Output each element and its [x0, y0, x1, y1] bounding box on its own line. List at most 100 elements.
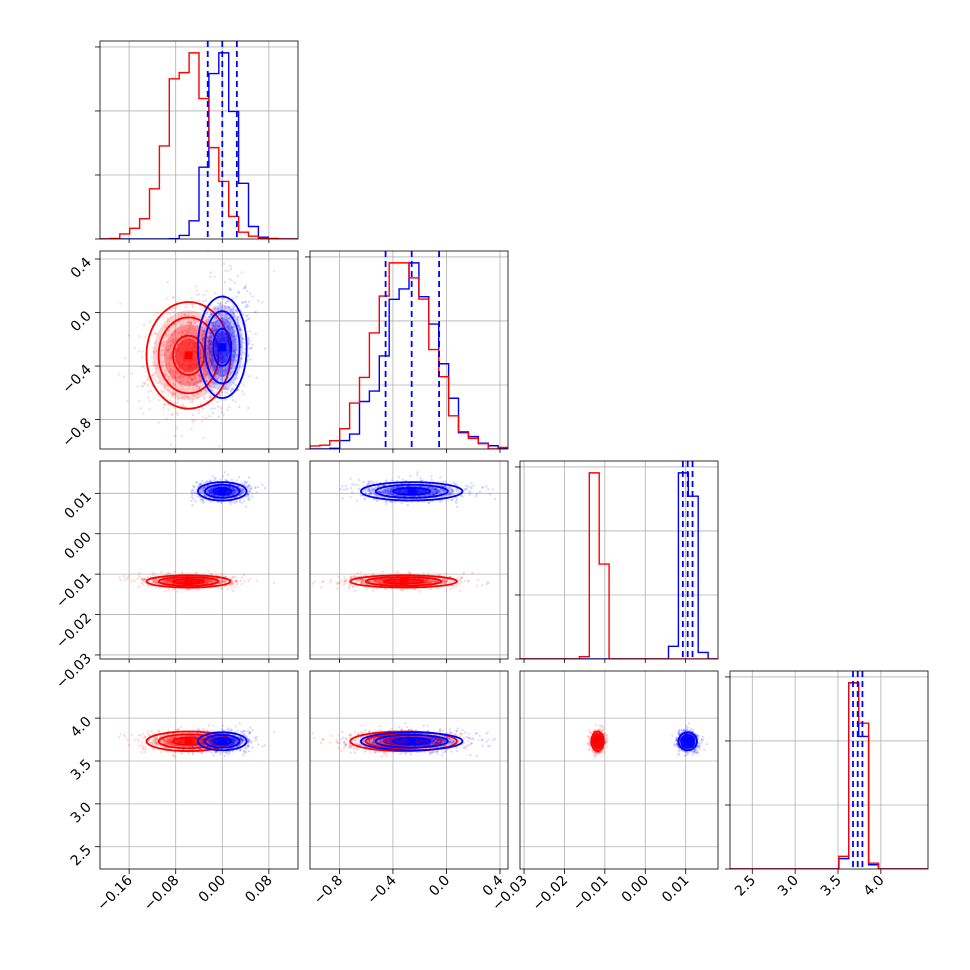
scatter-point: [183, 328, 187, 332]
scatter-point: [168, 380, 172, 383]
scatter-point: [232, 370, 235, 373]
scatter-point: [390, 488, 393, 491]
scatter-point: [380, 495, 383, 498]
scatter-point: [196, 331, 199, 334]
scatter-point: [206, 579, 209, 583]
scatter-point: [169, 399, 172, 402]
scatter-point: [203, 581, 207, 585]
scatter-point: [199, 491, 202, 495]
scatter-point: [157, 399, 161, 402]
scatter-point: [406, 503, 410, 507]
scatter-point: [195, 382, 198, 385]
scatter-point: [197, 412, 200, 415]
scatter-point: [223, 373, 226, 377]
scatter-point: [228, 322, 231, 325]
scatter-point: [207, 334, 210, 337]
scatter-point: [248, 490, 251, 493]
scatter-point: [241, 491, 244, 494]
scatter-point: [426, 578, 429, 582]
scatter-point: [218, 494, 221, 498]
scatter-point: [188, 321, 192, 324]
scatter-point: [171, 394, 174, 397]
scatter-point: [426, 581, 429, 584]
scatter-point: [240, 491, 244, 494]
scatter-point: [166, 580, 169, 583]
scatter-point: [430, 487, 433, 490]
scatter-point: [152, 580, 156, 583]
scatter-point: [207, 347, 210, 350]
scatter-point: [440, 499, 444, 503]
scatter-point: [190, 427, 193, 430]
scatter-point: [199, 483, 202, 486]
scatter-point: [204, 579, 208, 582]
scatter-point: [169, 579, 172, 583]
scatter-point: [433, 487, 436, 491]
scatter-point: [140, 385, 144, 388]
scatter-point: [118, 576, 121, 579]
scatter-point: [192, 383, 195, 386]
scatter-point: [224, 580, 228, 583]
scatter-point: [251, 495, 254, 498]
scatter-point: [172, 374, 175, 377]
scatter-point: [230, 387, 234, 390]
scatter-point: [342, 583, 346, 586]
scatter-point: [170, 395, 173, 398]
scatter-point: [209, 331, 212, 335]
scatter-point: [195, 293, 198, 297]
scatter-point: [165, 363, 168, 366]
scatter-point: [428, 493, 431, 496]
scatter-point: [141, 365, 144, 369]
scatter-point: [175, 411, 179, 414]
scatter-point: [247, 492, 250, 496]
scatter-point: [147, 377, 150, 381]
scatter-point: [178, 320, 182, 323]
scatter-point: [241, 492, 244, 495]
scatter-point: [167, 375, 171, 378]
scatter-point: [339, 488, 342, 491]
scatter-point: [148, 408, 151, 411]
scatter-point: [196, 396, 199, 399]
scatter-point: [329, 581, 332, 584]
scatter-point: [425, 581, 429, 584]
scatter-point: [165, 581, 168, 584]
scatter-point: [376, 499, 379, 503]
scatter-point: [243, 480, 246, 483]
scatter-point: [455, 498, 459, 502]
scatter-point: [204, 376, 208, 379]
scatter-point: [233, 337, 236, 341]
scatter-point: [364, 582, 367, 585]
scatter-point: [231, 331, 234, 335]
scatter-point: [159, 389, 162, 392]
scatter-point: [239, 334, 243, 337]
scatter-point: [337, 582, 340, 585]
scatter-point: [142, 578, 146, 581]
scatter-point: [237, 476, 241, 479]
scatter-point: [164, 334, 167, 337]
scatter-point: [431, 489, 434, 492]
scatter-point: [204, 485, 207, 488]
scatter-point: [251, 295, 254, 298]
scatter-point: [212, 386, 216, 389]
scatter-point: [240, 501, 244, 505]
scatter-point: [176, 401, 179, 404]
scatter-point: [214, 305, 217, 308]
scatter-point: [163, 580, 166, 583]
scatter-point: [453, 584, 456, 587]
scatter-point: [237, 388, 240, 391]
scatter-point: [169, 308, 173, 311]
scatter-point: [345, 578, 348, 581]
scatter-point: [220, 368, 223, 371]
scatter-point: [387, 492, 391, 495]
scatter-point: [233, 348, 236, 351]
scatter-point: [142, 578, 145, 581]
scatter-point: [179, 374, 182, 377]
scatter-point: [226, 408, 229, 412]
scatter-point: [336, 587, 339, 590]
scatter-point: [218, 582, 221, 585]
scatter-point: [187, 320, 191, 323]
scatter-point: [166, 580, 169, 583]
scatter-point: [182, 375, 185, 379]
scatter-point: [182, 320, 185, 324]
scatter-point: [210, 340, 213, 344]
scatter-point: [192, 315, 195, 318]
